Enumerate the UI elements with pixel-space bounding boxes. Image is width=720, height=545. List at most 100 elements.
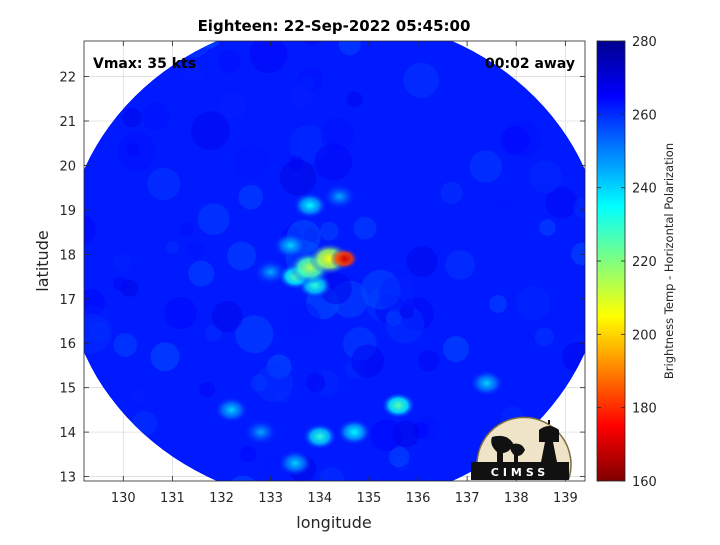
vmax-annotation: Vmax: 35 kts xyxy=(93,56,196,72)
logo-text: CIMSS xyxy=(491,466,549,479)
y-tick-label: 20 xyxy=(59,159,76,174)
swath-texture xyxy=(353,216,377,240)
colorbar-label: Brightness Temp - Horizontal Polarizatio… xyxy=(662,143,676,379)
colorbar-tick-label: 200 xyxy=(632,328,657,343)
swath-texture xyxy=(266,354,292,379)
microwave-swath xyxy=(57,15,585,509)
colorbar-tick-label: 180 xyxy=(632,402,657,417)
swath-texture xyxy=(411,421,429,439)
swath-texture xyxy=(117,132,157,172)
swath-texture xyxy=(443,336,469,362)
swath-texture xyxy=(190,111,230,151)
swath-texture xyxy=(545,186,578,219)
x-tick-label: 136 xyxy=(406,491,431,506)
swath-texture xyxy=(300,75,315,91)
y-tick-label: 16 xyxy=(59,337,76,352)
swath-texture xyxy=(84,214,96,246)
swath-texture xyxy=(445,250,475,280)
swath-texture xyxy=(573,196,585,219)
colorbar-tick-label: 280 xyxy=(632,35,657,50)
swath-texture xyxy=(235,315,274,354)
swath-texture xyxy=(147,167,181,201)
swath-texture xyxy=(351,344,385,378)
x-tick-label: 130 xyxy=(111,491,136,506)
swath-texture xyxy=(469,150,503,183)
swath-texture xyxy=(410,458,429,478)
y-tick-label: 17 xyxy=(59,293,76,308)
swath-texture xyxy=(279,159,317,196)
x-axis-label: longitude xyxy=(296,513,371,532)
colorbar-tick-label: 260 xyxy=(632,108,657,123)
brightness-feature xyxy=(214,396,249,423)
y-tick-label: 18 xyxy=(59,248,76,263)
brightness-feature xyxy=(322,183,357,210)
x-tick-label: 133 xyxy=(258,491,283,506)
swath-texture xyxy=(497,128,525,156)
x-tick-label: 138 xyxy=(504,491,529,506)
swath-texture xyxy=(164,296,197,330)
swath-texture xyxy=(338,41,361,56)
x-tick-label: 135 xyxy=(356,491,381,506)
swath-texture xyxy=(440,181,463,204)
swath-texture xyxy=(260,451,280,471)
swath-texture xyxy=(534,327,554,347)
swath-texture xyxy=(113,253,132,272)
x-axis-ticks: 130 131 132 133 134 135 136 137 138 139 xyxy=(111,41,578,506)
swath-texture xyxy=(503,15,521,33)
swath-texture xyxy=(57,18,76,37)
swath-texture xyxy=(374,293,406,325)
brightness-feature xyxy=(469,370,504,397)
brightness-feature xyxy=(273,232,308,259)
brightness-feature xyxy=(278,450,313,477)
swath-texture xyxy=(403,62,439,98)
swath-texture xyxy=(378,276,415,313)
y-tick-label: 15 xyxy=(59,382,76,397)
swath-texture xyxy=(120,279,139,297)
swath-texture xyxy=(365,287,400,322)
cimss-logo: CIMSS xyxy=(471,416,572,480)
swath-texture xyxy=(370,419,403,452)
swath-texture xyxy=(346,91,363,108)
swath-texture xyxy=(331,280,369,318)
swath-texture xyxy=(314,143,353,181)
swath-texture xyxy=(255,364,293,403)
swath-texture xyxy=(343,327,377,361)
x-tick-label: 131 xyxy=(160,491,185,506)
brightness-feature xyxy=(381,392,416,419)
swath-texture xyxy=(84,305,113,345)
swath-texture xyxy=(515,285,551,321)
y-tick-label: 14 xyxy=(59,426,76,441)
swath-texture xyxy=(313,369,340,397)
swath-texture xyxy=(249,41,288,74)
swath-texture xyxy=(113,276,128,291)
swath-texture xyxy=(417,350,440,372)
swath-texture xyxy=(414,415,441,442)
swath-texture xyxy=(276,389,290,403)
swath-texture xyxy=(88,321,110,342)
swath-texture xyxy=(303,227,319,243)
swath-texture xyxy=(227,241,256,271)
swath-texture xyxy=(388,446,410,468)
swath-texture xyxy=(434,488,455,509)
swath-texture xyxy=(399,297,434,332)
swath-disc xyxy=(57,15,585,509)
swath-texture xyxy=(205,324,222,342)
swath-texture xyxy=(289,83,314,108)
brightness-feature xyxy=(293,192,327,219)
swath-texture xyxy=(503,119,542,158)
colorbar xyxy=(596,40,626,482)
swath-texture xyxy=(497,198,512,212)
time-away-annotation: 00:02 away xyxy=(485,56,575,72)
brightness-feature xyxy=(337,419,372,446)
x-tick-label: 139 xyxy=(553,491,578,506)
y-axis-label: latitude xyxy=(33,230,52,291)
x-tick-label: 134 xyxy=(307,491,332,506)
swath-texture xyxy=(529,160,562,194)
swath-texture xyxy=(406,246,438,278)
swath-texture xyxy=(233,143,269,179)
swath-texture xyxy=(392,420,420,448)
swath-texture xyxy=(150,342,180,372)
y-tick-label: 13 xyxy=(59,471,76,486)
swath-texture xyxy=(122,107,142,128)
